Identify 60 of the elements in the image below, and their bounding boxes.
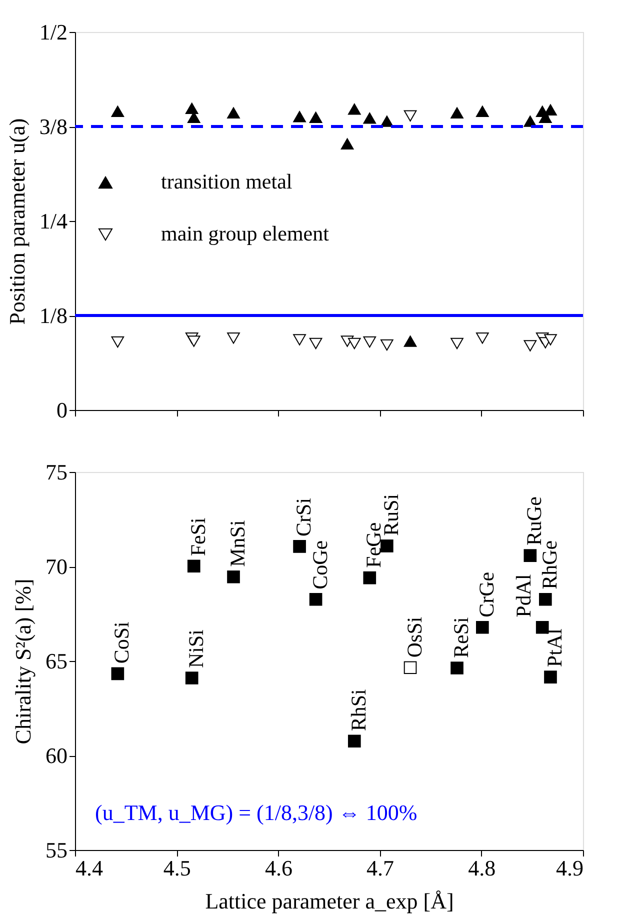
annotation: RhSi xyxy=(346,688,370,732)
legend-label: main group element xyxy=(161,222,330,246)
annotation: NiSi xyxy=(184,629,208,668)
x-tick-label: 4.4 xyxy=(76,856,103,880)
annotation: CrGe xyxy=(474,572,498,618)
y-tick-label: 65 xyxy=(46,648,68,674)
point xyxy=(185,102,198,114)
point xyxy=(348,103,361,115)
x-tick-label: 4.6 xyxy=(264,856,292,880)
annotation: CoGe xyxy=(308,540,332,590)
point xyxy=(524,340,537,352)
y-tick-label: 1/4 xyxy=(39,208,68,234)
annotation: CrSi xyxy=(292,498,316,536)
x-tick-label: 4.9 xyxy=(556,856,584,880)
point xyxy=(544,334,557,346)
annotation: FeSi xyxy=(186,517,210,556)
annotation: PtAl xyxy=(542,628,566,668)
point xyxy=(404,110,417,122)
point xyxy=(227,332,240,344)
point xyxy=(348,338,361,350)
x-tick-label: 4.7 xyxy=(366,856,394,880)
y-tick-label: 1/8 xyxy=(39,303,68,328)
y-tick-label: 3/8 xyxy=(39,114,68,139)
point xyxy=(309,338,322,350)
point xyxy=(450,107,464,119)
point xyxy=(187,336,200,347)
point xyxy=(227,107,240,119)
point xyxy=(293,111,306,122)
point xyxy=(450,338,464,350)
point xyxy=(340,138,354,150)
annotation: ReSi xyxy=(449,616,474,658)
y-tick-label: 55 xyxy=(46,838,68,862)
x-tick-label: 4.8 xyxy=(468,856,496,880)
annotation: PdAl xyxy=(511,574,536,618)
y-tick-label: 0 xyxy=(56,398,68,422)
x-tick-label: 4.5 xyxy=(163,856,191,880)
annotation: CoSi xyxy=(110,621,134,664)
legend-label: transition metal xyxy=(161,170,292,194)
annotation: MnSi xyxy=(225,520,250,567)
point xyxy=(404,336,417,347)
y-tick-label: 60 xyxy=(46,743,68,768)
y-tick-label: 75 xyxy=(46,460,68,484)
point xyxy=(111,106,124,118)
y-axis-title: Position parameter u(a) xyxy=(4,118,30,325)
point xyxy=(476,332,489,344)
point xyxy=(380,339,394,351)
x-axis-title: Lattice parameter a_exp [Å] xyxy=(205,888,454,914)
point xyxy=(476,106,489,118)
point xyxy=(293,334,306,346)
point xyxy=(309,112,322,124)
annotation: (u_TM, u_MG) = (1/8,3/8) ⇔ 100% xyxy=(95,800,418,825)
y-tick-label: 1/2 xyxy=(39,20,68,44)
point xyxy=(363,112,376,124)
y-axis-title: Chirality S²(a) [%] xyxy=(10,578,36,744)
y-tick-label: 70 xyxy=(46,554,68,579)
annotation: OsSi xyxy=(402,616,426,658)
point xyxy=(380,116,394,127)
point xyxy=(111,336,124,348)
point xyxy=(363,336,376,348)
annotation: RuGe xyxy=(522,496,546,546)
